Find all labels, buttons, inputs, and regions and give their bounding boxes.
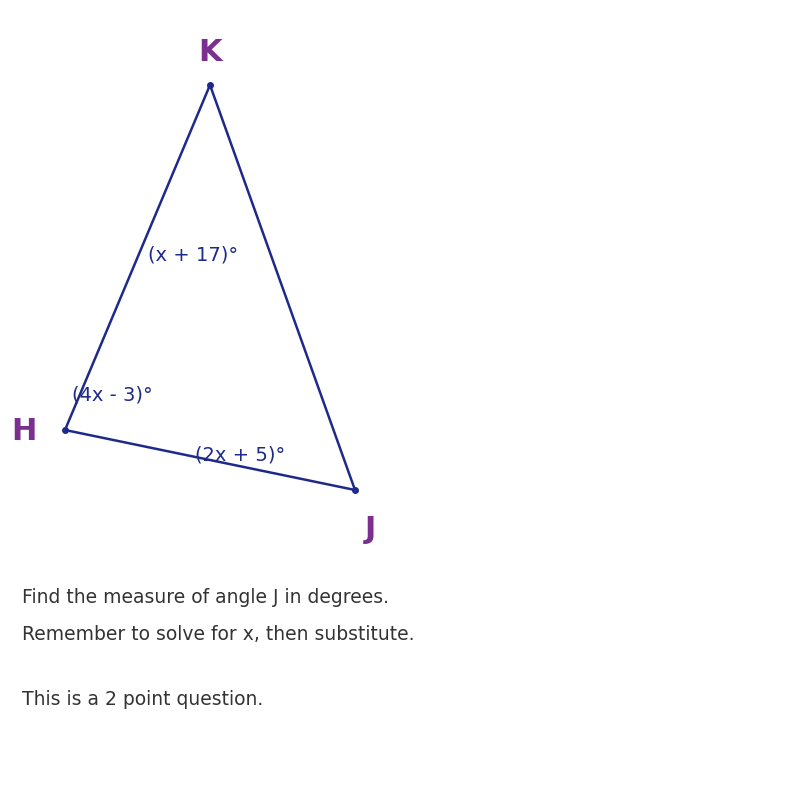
Text: K: K [198, 38, 222, 67]
Text: (2x + 5)°: (2x + 5)° [195, 445, 286, 464]
Text: H: H [12, 417, 37, 446]
Text: This is a 2 point question.: This is a 2 point question. [22, 690, 263, 709]
Text: Remember to solve for x, then substitute.: Remember to solve for x, then substitute… [22, 625, 414, 644]
Text: (x + 17)°: (x + 17)° [148, 246, 238, 264]
Text: Find the measure of angle J in degrees.: Find the measure of angle J in degrees. [22, 588, 389, 607]
Text: J: J [365, 515, 376, 544]
Text: (4x - 3)°: (4x - 3)° [72, 386, 153, 405]
